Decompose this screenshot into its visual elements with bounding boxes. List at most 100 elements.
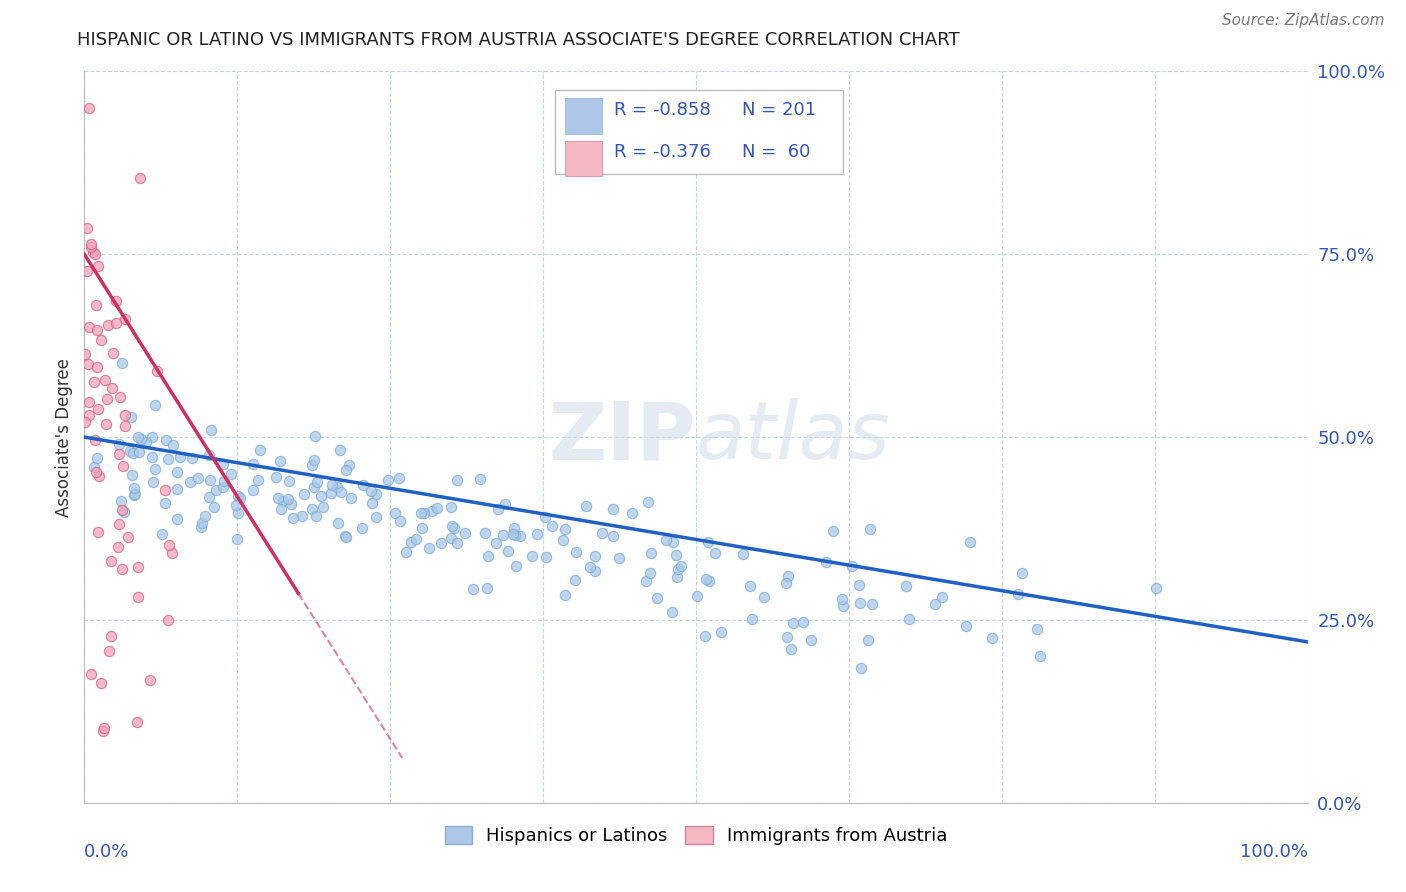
- Point: [138, 673, 160, 687]
- Point: [575, 499, 598, 513]
- Text: N =  60: N = 60: [742, 143, 811, 161]
- Point: [219, 467, 242, 481]
- Point: [205, 483, 228, 497]
- Point: [446, 535, 468, 549]
- Point: [851, 661, 873, 675]
- Point: [710, 624, 733, 639]
- Point: [638, 566, 661, 580]
- Text: R = -0.858: R = -0.858: [614, 101, 711, 119]
- Point: [776, 630, 799, 644]
- Point: [554, 522, 576, 536]
- Point: [166, 482, 188, 496]
- Point: [242, 457, 264, 471]
- Point: [111, 562, 134, 576]
- Point: [364, 487, 387, 501]
- Point: [111, 503, 134, 517]
- Point: [1026, 622, 1049, 636]
- FancyBboxPatch shape: [565, 98, 602, 134]
- Point: [112, 505, 135, 519]
- Point: [143, 462, 166, 476]
- Point: [302, 480, 325, 494]
- Point: [89, 469, 111, 483]
- Point: [162, 438, 184, 452]
- Point: [77, 357, 100, 371]
- Point: [498, 543, 520, 558]
- Point: [127, 590, 149, 604]
- Point: [107, 517, 129, 532]
- Point: [453, 525, 475, 540]
- Point: [395, 545, 418, 559]
- Point: [859, 522, 882, 536]
- Point: [97, 318, 120, 332]
- Point: [278, 474, 301, 488]
- Point: [157, 613, 180, 627]
- Text: HISPANIC OR LATINO VS IMMIGRANTS FROM AUSTRIA ASSOCIATE'S DEGREE CORRELATION CHA: HISPANIC OR LATINO VS IMMIGRANTS FROM AU…: [77, 31, 960, 49]
- Point: [90, 675, 112, 690]
- Point: [856, 632, 879, 647]
- Point: [84, 247, 107, 261]
- Point: [93, 721, 115, 735]
- Point: [135, 435, 157, 450]
- Point: [671, 558, 693, 573]
- Point: [108, 437, 131, 451]
- Point: [685, 589, 707, 603]
- Point: [1029, 649, 1052, 664]
- Point: [655, 533, 678, 547]
- Point: [86, 259, 108, 273]
- Point: [814, 555, 837, 569]
- Point: [461, 582, 484, 597]
- Point: [97, 644, 120, 658]
- Point: [266, 470, 288, 484]
- Point: [146, 364, 169, 378]
- Y-axis label: Associate's Degree: Associate's Degree: [55, 358, 73, 516]
- Point: [269, 454, 291, 468]
- Point: [637, 495, 659, 509]
- Point: [141, 430, 163, 444]
- Point: [108, 390, 131, 404]
- Point: [292, 487, 315, 501]
- Point: [335, 462, 357, 476]
- Point: [153, 496, 176, 510]
- Point: [120, 409, 142, 424]
- Point: [607, 551, 630, 566]
- Point: [82, 244, 104, 259]
- Point: [307, 475, 329, 489]
- Point: [897, 612, 920, 626]
- Point: [666, 561, 689, 575]
- Point: [1144, 582, 1167, 596]
- Point: [301, 458, 323, 473]
- Point: [534, 550, 557, 565]
- Point: [190, 516, 212, 531]
- Point: [94, 417, 117, 432]
- Point: [169, 450, 191, 465]
- Point: [591, 526, 613, 541]
- Point: [105, 293, 128, 308]
- Point: [305, 509, 328, 524]
- Point: [841, 559, 863, 574]
- Point: [291, 508, 314, 523]
- Point: [309, 489, 332, 503]
- Point: [1011, 566, 1033, 580]
- Point: [280, 497, 302, 511]
- Point: [77, 395, 100, 409]
- Point: [420, 504, 443, 518]
- Point: [86, 359, 108, 374]
- Point: [440, 519, 463, 533]
- Point: [337, 458, 360, 472]
- Point: [84, 298, 107, 312]
- Point: [111, 458, 134, 473]
- Point: [778, 569, 800, 583]
- Point: [79, 101, 101, 115]
- Point: [981, 631, 1004, 645]
- Point: [931, 591, 953, 605]
- Point: [73, 416, 96, 430]
- Point: [200, 423, 222, 437]
- Point: [94, 373, 117, 387]
- Point: [127, 559, 149, 574]
- Point: [128, 445, 150, 459]
- Point: [352, 521, 374, 535]
- Point: [335, 530, 357, 544]
- Point: [302, 453, 325, 467]
- Point: [662, 535, 685, 549]
- Point: [821, 524, 844, 539]
